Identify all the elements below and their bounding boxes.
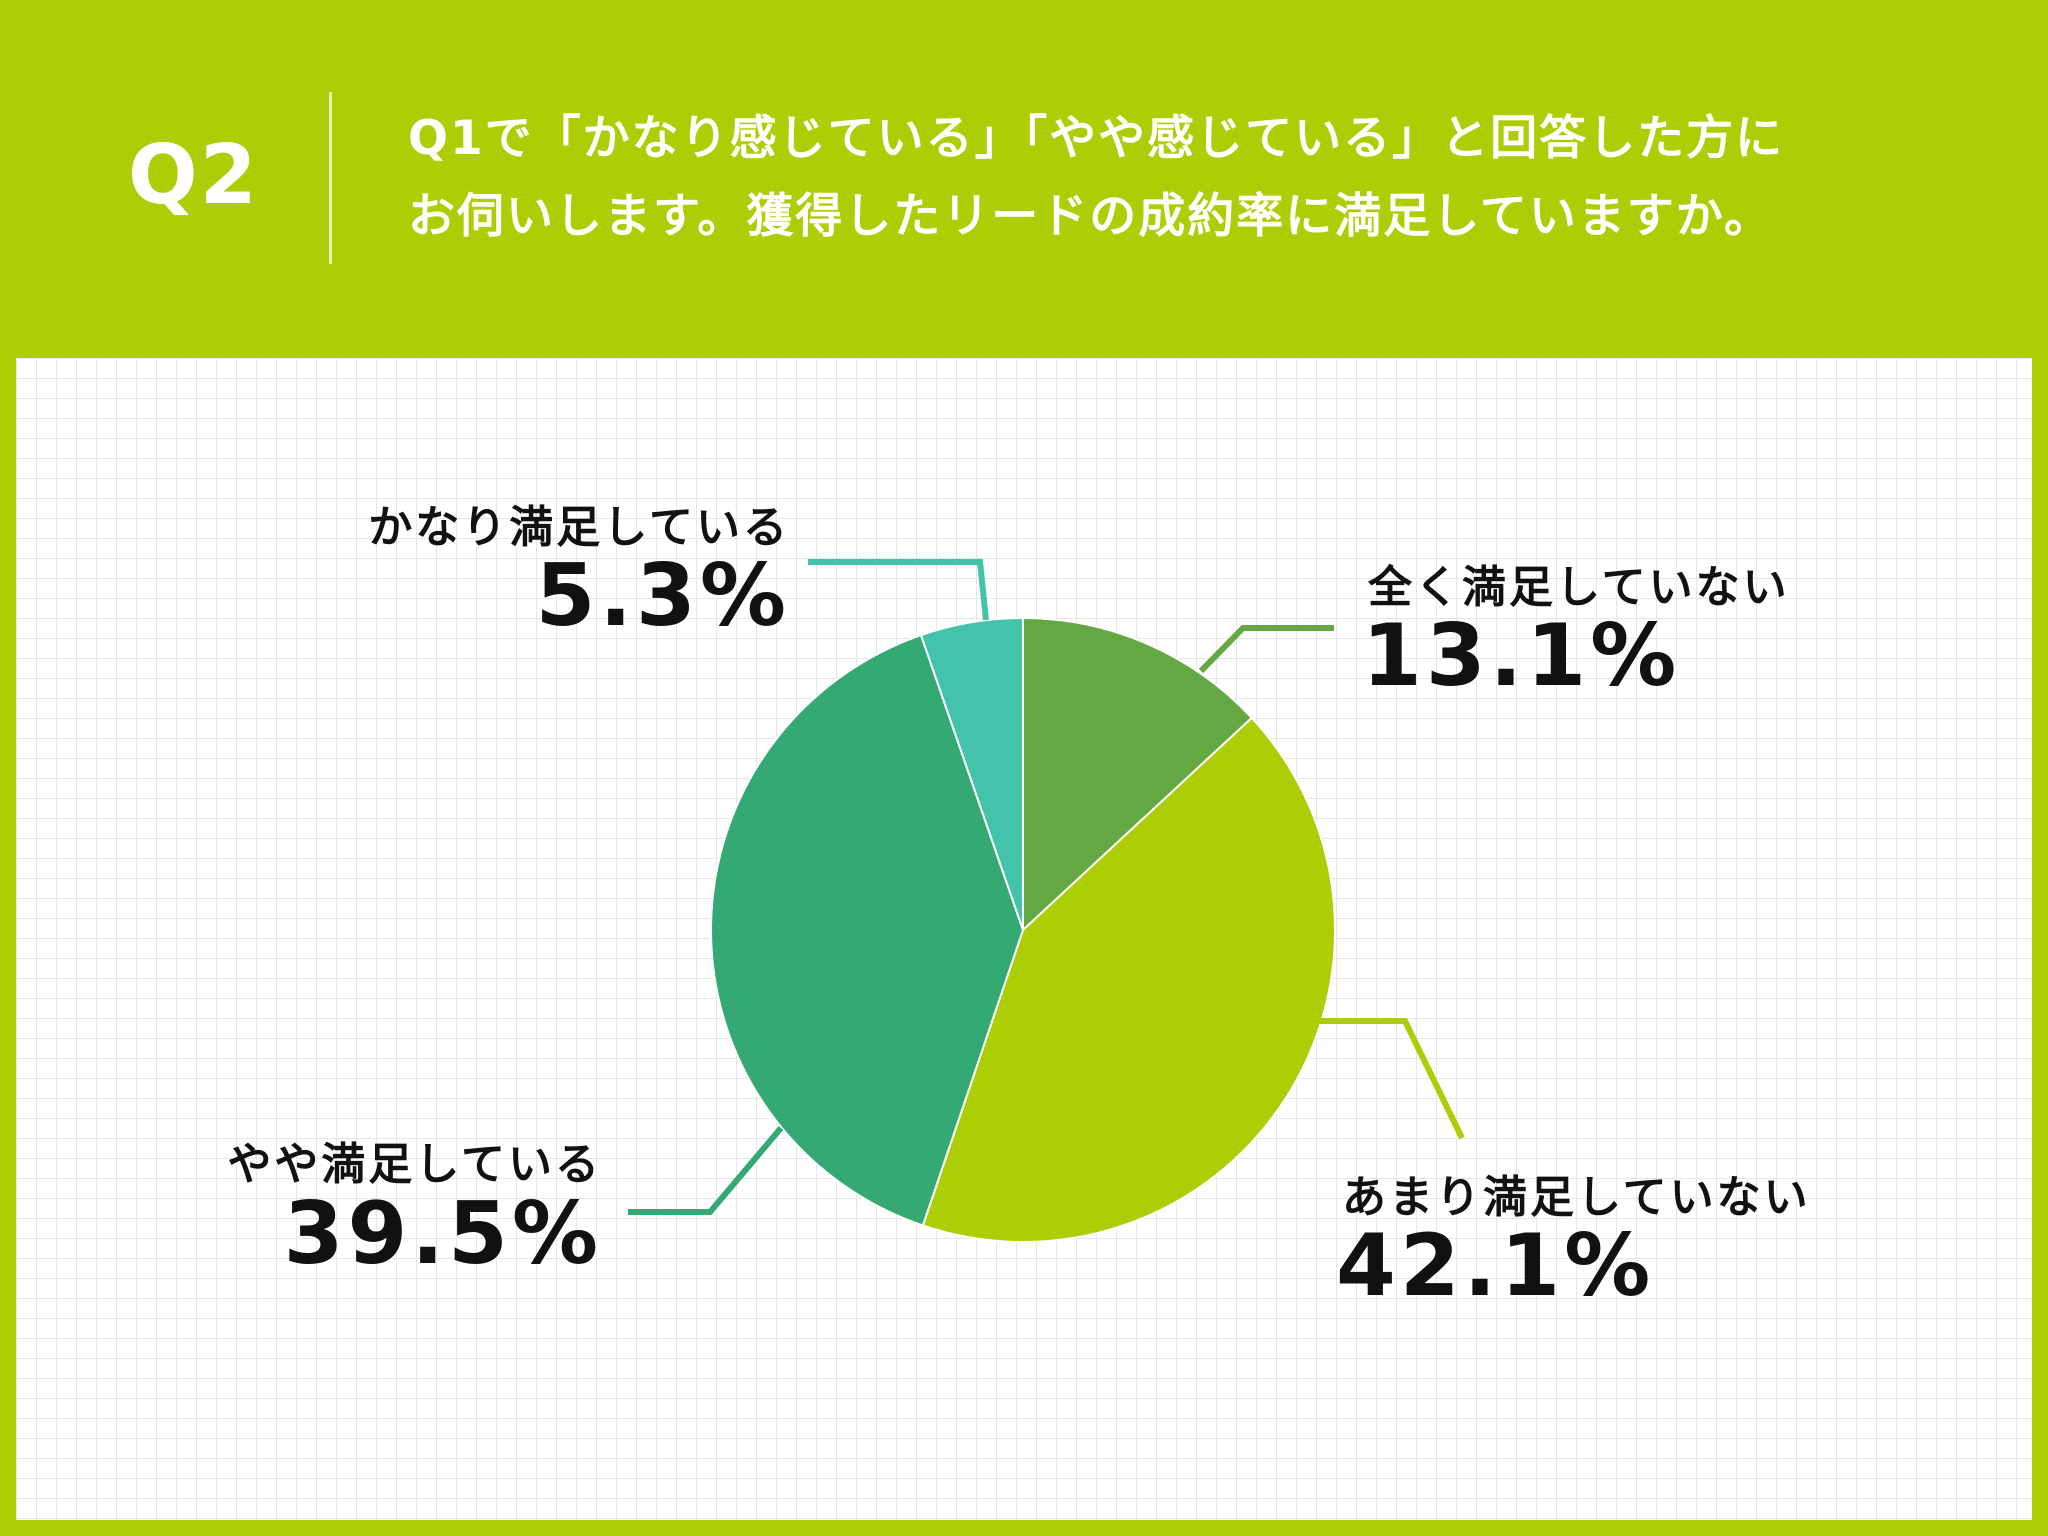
question-number: Q2 <box>128 128 259 223</box>
slice-label-somewhat: やや満足している <box>227 1139 602 1190</box>
leader-line-fully <box>808 559 989 621</box>
slice-label-not-very: あまり満足していない <box>1342 1172 1811 1223</box>
question-text: Q1で「かなり感じている」「やや感じている」と回答した方に お伺いします。獲得し… <box>408 100 2008 256</box>
slice-value-fully: 5.3% <box>535 546 790 646</box>
slice-label-fully: かなり満足している <box>368 502 790 553</box>
leader-line-not-at-all <box>1198 625 1334 674</box>
slice-somewhat <box>710 633 1025 1227</box>
leader-line-somewhat <box>628 1126 784 1215</box>
slice-value-somewhat: 39.5% <box>283 1184 602 1284</box>
slice-not-at-all <box>1022 616 1254 933</box>
slice-label-not-at-all: 全く満足していない <box>1368 562 1790 613</box>
question-line-1: Q1で「かなり感じている」「やや感じている」と回答した方に <box>408 111 1785 166</box>
slice-fully <box>919 616 1024 931</box>
header: Q2 Q1で「かなり感じている」「やや感じている」と回答した方に お伺いします。… <box>0 0 2048 355</box>
leader-line-not-very <box>1306 1018 1465 1140</box>
header-divider <box>329 92 332 264</box>
slice-value-not-at-all: 13.1% <box>1362 606 1681 706</box>
pie-chart <box>628 559 1465 1244</box>
question-line-2: お伺いします。獲得したリードの成約率に満足していますか。 <box>408 189 1773 244</box>
chart-panel: 全く満足していない 13.1% あまり満足していない 42.1% やや満足してい… <box>16 358 2032 1520</box>
slice-value-not-very: 42.1% <box>1336 1216 1655 1316</box>
slice-not-very <box>921 716 1337 1244</box>
